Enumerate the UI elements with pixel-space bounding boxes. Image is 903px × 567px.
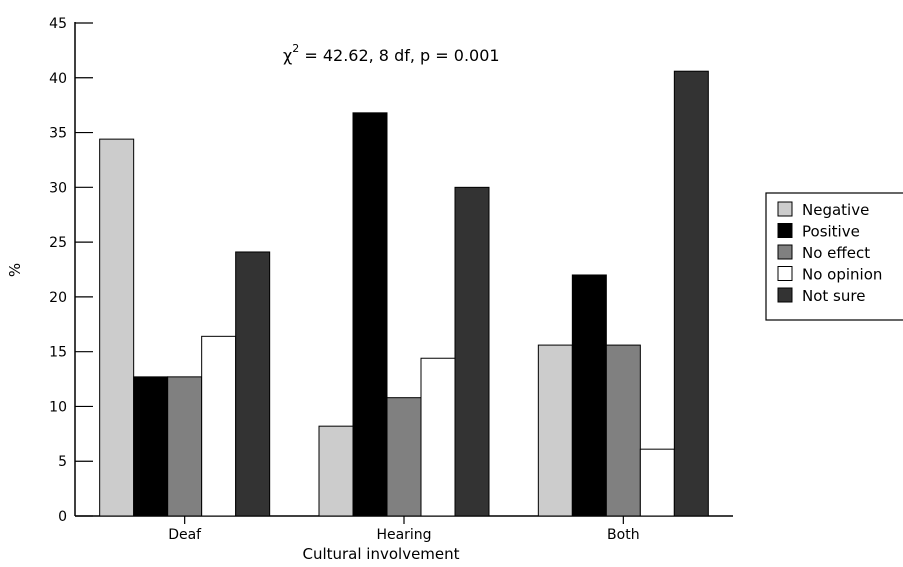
legend-swatch — [777, 244, 793, 260]
legend-label: Positive — [802, 223, 860, 241]
x-axis-title: Cultural involvement — [302, 545, 459, 563]
bar-positive-deaf — [133, 376, 169, 517]
bar-not-sure-deaf — [235, 251, 271, 517]
y-tick-label: 40 — [49, 71, 67, 87]
bar-negative-both — [537, 344, 573, 517]
legend-label: Not sure — [802, 287, 865, 305]
y-tick-label: 30 — [49, 180, 67, 196]
y-tick-label: 0 — [58, 509, 67, 525]
chi-square-annotation: χ2 = 42.62, 8 df, p = 0.001 — [283, 42, 500, 65]
bar-no-opinion-hearing — [420, 357, 456, 517]
chi-symbol: χ — [283, 46, 292, 65]
legend-swatch — [777, 223, 793, 238]
bar-positive-hearing — [352, 112, 388, 517]
bar-not-sure-hearing — [454, 186, 490, 517]
y-tick-label: 15 — [49, 345, 67, 361]
legend-swatch — [777, 266, 793, 281]
y-tick-label: 20 — [49, 290, 67, 306]
legend-items: Negative Positive No effect No opinion Not s… — [777, 201, 882, 305]
y-tick-label: 45 — [49, 16, 67, 32]
chi-superscript: 2 — [292, 42, 299, 55]
y-tick-label: 10 — [49, 399, 67, 415]
legend-label: No opinion — [802, 266, 882, 284]
y-tick-label: 25 — [49, 235, 67, 251]
x-tick-label: Both — [607, 527, 640, 543]
bars — [99, 70, 709, 517]
x-tick-label: Deaf — [168, 527, 202, 543]
bar-no-effect-deaf — [167, 376, 203, 517]
bar-no-opinion-deaf — [201, 335, 237, 517]
bar-no-opinion-both — [639, 448, 675, 517]
legend-label: Negative — [802, 201, 869, 219]
y-axis-title: % — [6, 263, 24, 277]
bar-no-effect-hearing — [386, 397, 422, 517]
bar-no-effect-both — [605, 344, 641, 517]
bar-negative-hearing — [318, 425, 354, 517]
y-tick-label: 35 — [49, 126, 67, 142]
chi-square-stats: = 42.62, 8 df, p = 0.001 — [299, 46, 499, 65]
x-axis-tick-labels: Deaf Hearing Both — [168, 516, 640, 543]
legend-label: No effect — [802, 244, 870, 262]
bar-positive-both — [571, 274, 607, 517]
x-tick-label: Hearing — [376, 527, 431, 543]
legend: Negative Positive No effect No opinion Not s… — [765, 192, 903, 321]
bar-not-sure-both — [673, 70, 709, 517]
y-tick-label: 5 — [58, 454, 67, 470]
y-axis-ticks: 0 5 10 15 20 25 30 35 40 45 — [49, 16, 93, 525]
bar-negative-deaf — [99, 138, 135, 517]
legend-swatch — [777, 287, 793, 303]
legend-swatch — [777, 201, 793, 217]
